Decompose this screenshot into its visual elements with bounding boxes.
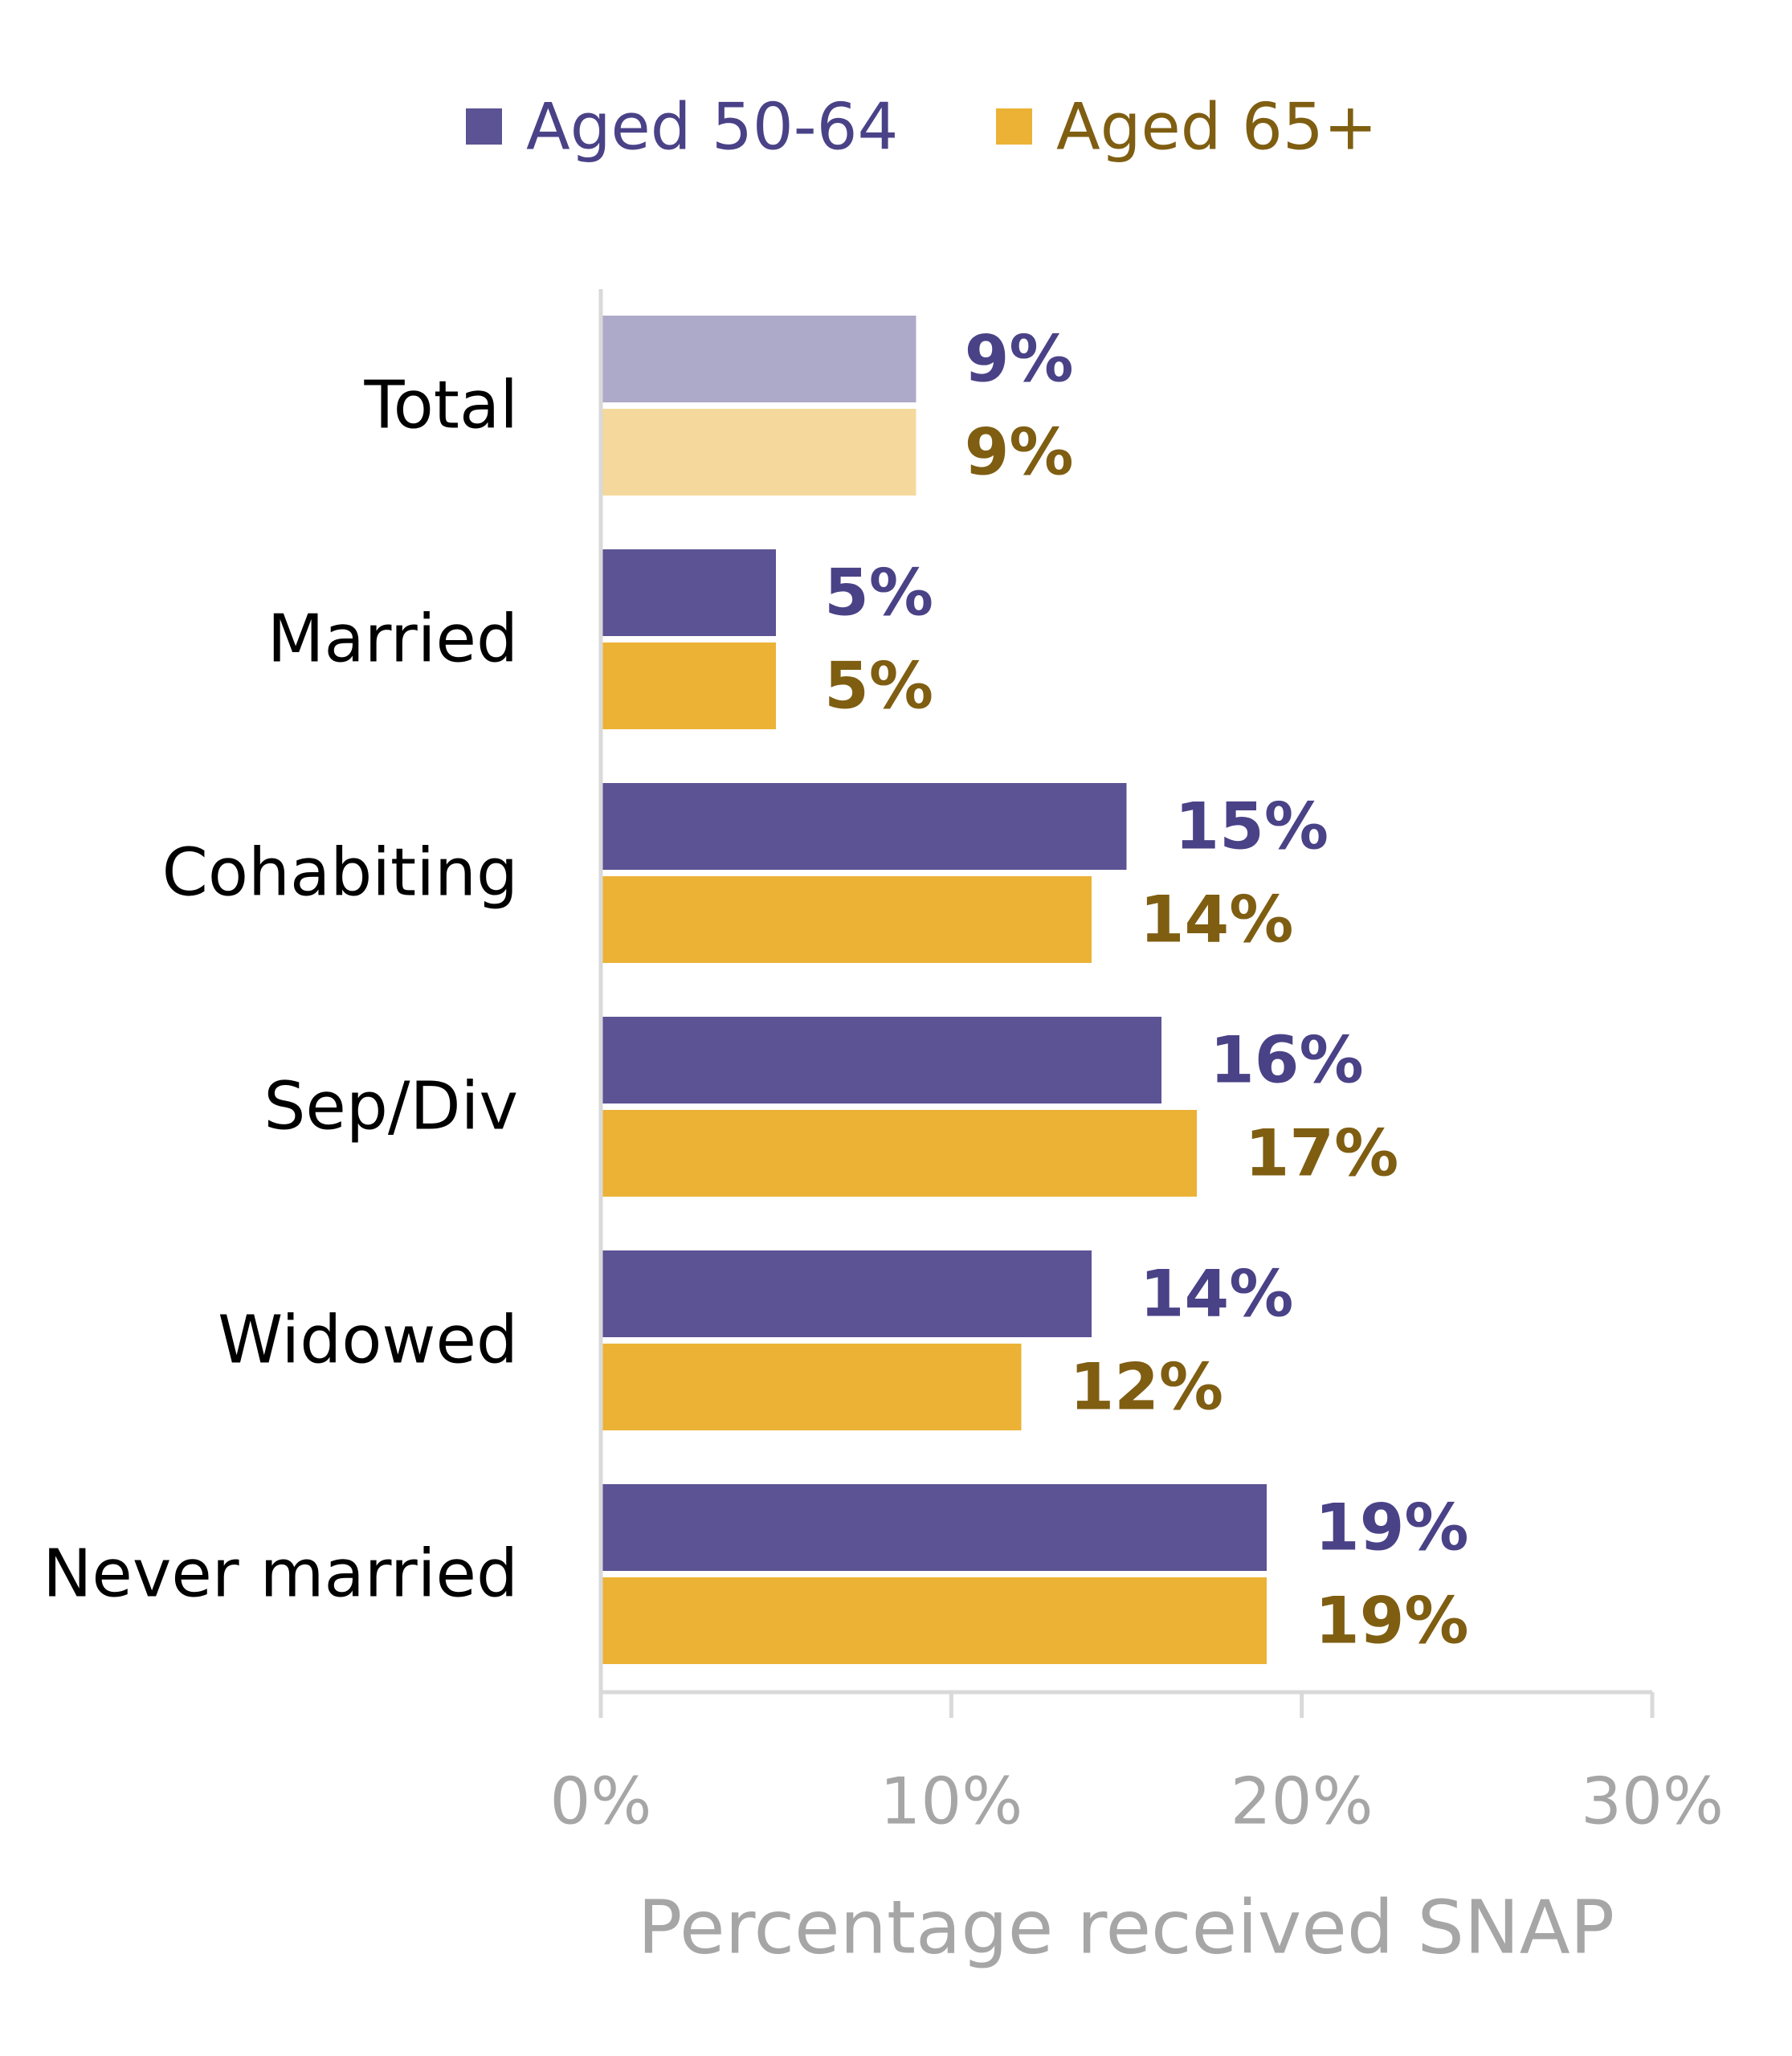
bar-widowed-aged-65 bbox=[601, 1344, 1022, 1430]
category-label-widowed: Widowed bbox=[218, 1303, 518, 1379]
value-label-sep-div-aged-65: 17% bbox=[1245, 1116, 1398, 1191]
bar-cohabiting-aged-50-64 bbox=[601, 783, 1127, 870]
x-axis-title: Percentage received SNAP bbox=[638, 1885, 1614, 1971]
category-label-sep-div: Sep/Div bbox=[263, 1069, 518, 1145]
value-label-total-aged-50-64: 9% bbox=[965, 322, 1074, 397]
category-label-total: Total bbox=[363, 368, 518, 444]
x-tick-label-20: 20% bbox=[1231, 1764, 1374, 1839]
bars bbox=[601, 316, 1267, 1664]
category-label-cohabiting: Cohabiting bbox=[162, 835, 518, 912]
x-tick-label-0: 0% bbox=[550, 1764, 652, 1839]
value-label-cohabiting-aged-50-64: 15% bbox=[1175, 789, 1329, 864]
value-label-never-married-aged-65: 19% bbox=[1315, 1584, 1468, 1658]
bar-total-aged-50-64 bbox=[601, 316, 916, 402]
bar-never-married-aged-65 bbox=[601, 1577, 1267, 1664]
legend-label-aged-65: Aged 65+ bbox=[1056, 90, 1378, 165]
value-label-sep-div-aged-50-64: 16% bbox=[1210, 1023, 1363, 1098]
value-label-total-aged-65: 9% bbox=[965, 415, 1074, 490]
legend-swatch-aged-50-64 bbox=[466, 108, 502, 145]
bar-cohabiting-aged-65 bbox=[601, 876, 1092, 963]
bar-married-aged-50-64 bbox=[601, 549, 777, 636]
category-labels: Total Married Cohabiting Sep/Div Widowed Neve… bbox=[43, 368, 518, 1613]
x-tick-label-10: 10% bbox=[880, 1764, 1023, 1839]
value-label-widowed-aged-50-64: 14% bbox=[1140, 1257, 1293, 1332]
bar-widowed-aged-50-64 bbox=[601, 1250, 1092, 1337]
category-label-married: Married bbox=[267, 602, 518, 678]
legend-swatch-aged-65 bbox=[996, 108, 1032, 145]
category-label-never-married: Never married bbox=[43, 1536, 518, 1613]
value-label-married-aged-50-64: 5% bbox=[824, 556, 933, 630]
value-label-never-married-aged-50-64: 19% bbox=[1315, 1491, 1468, 1565]
bar-sep-div-aged-65 bbox=[601, 1110, 1197, 1197]
bar-never-married-aged-50-64 bbox=[601, 1484, 1267, 1571]
legend: Aged 50-64 Aged 65+ bbox=[466, 90, 1378, 165]
bar-married-aged-65 bbox=[601, 642, 777, 729]
bar-sep-div-aged-50-64 bbox=[601, 1017, 1162, 1103]
x-tick-label-30: 30% bbox=[1581, 1764, 1724, 1839]
value-labels: 9% 9% 5% 5% 15% 14% 16% 17% 14% 12% 19% 19% bbox=[824, 322, 1468, 1658]
axes: 0% 10% 20% 30% bbox=[550, 289, 1724, 1839]
bar-total-aged-65 bbox=[601, 409, 916, 496]
value-label-married-aged-65: 5% bbox=[824, 649, 933, 724]
legend-label-aged-50-64: Aged 50-64 bbox=[526, 90, 898, 165]
value-label-cohabiting-aged-65: 14% bbox=[1140, 883, 1293, 957]
value-label-widowed-aged-65: 12% bbox=[1070, 1350, 1223, 1425]
